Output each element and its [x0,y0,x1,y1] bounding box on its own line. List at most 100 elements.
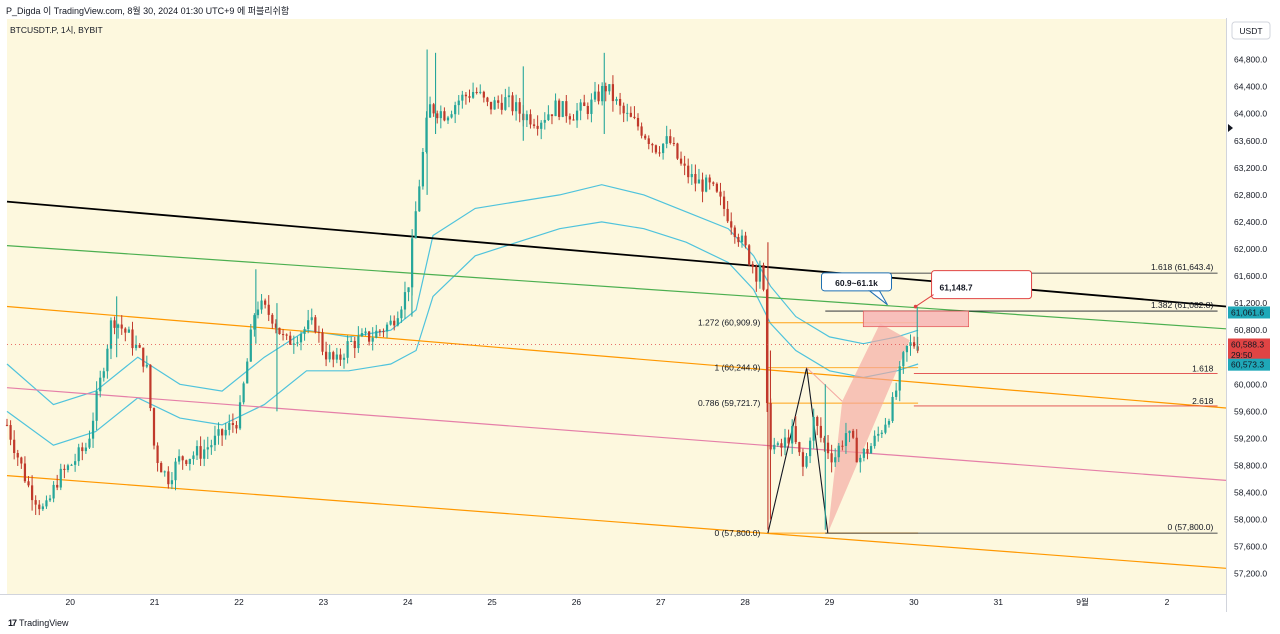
candle [780,438,783,457]
candle-body [246,361,249,384]
candle [712,181,715,187]
candle-body [697,179,701,184]
candle [647,135,650,150]
candle-body [816,416,819,426]
candle [16,449,19,466]
candle [844,422,848,454]
candle-body [407,287,410,293]
candle-body [188,458,191,465]
candle [590,93,593,123]
candle [823,435,826,452]
candle-body [389,320,392,325]
price-tag: 60,588.3 [1228,338,1270,351]
chart-area[interactable]: 1.618 (61,643.4) 1.382 (61,082.8) 1.272 (6… [0,18,1280,612]
candle [676,142,679,161]
candle [640,122,643,139]
symbol-label: BTCUSDT.P, 1시, BYBIT [10,25,103,35]
x-tick-label: 31 [993,597,1003,607]
trendline[interactable] [6,475,1227,569]
target-zone-box[interactable] [862,310,970,328]
candle [281,329,285,341]
candle-body [152,408,156,446]
candle-body [758,265,762,282]
candle [504,88,507,111]
candle-body [321,332,324,352]
target-zone-label-box[interactable] [821,272,893,292]
candle-body [102,371,105,378]
candle-body [751,264,754,268]
candle [48,494,52,502]
candle-body [77,447,80,462]
price-tag-box [1228,358,1270,371]
candle [572,114,575,121]
trendline[interactable] [6,387,1227,481]
harmonic-pattern-legs[interactable] [767,367,829,534]
candle-body [142,347,145,367]
harmonic-pattern-layer[interactable] [767,310,970,534]
candle [328,344,331,363]
y-tick-label: 58,800.0 [1234,460,1267,470]
candle [758,260,762,289]
candle [142,347,145,373]
candle [149,364,152,412]
y-tick-label: 59,600.0 [1234,406,1267,416]
candle-body [278,327,281,335]
candle [307,309,310,334]
candle [626,103,629,122]
candle [389,315,392,326]
candle [131,321,134,356]
tradingview-logo: 17 TradingView [8,618,69,628]
candle [181,455,184,470]
candle-body [504,97,507,110]
candle-body [88,438,91,448]
candle-body [669,136,672,143]
candle-body [511,95,514,112]
candle [547,105,550,121]
candle [407,287,410,302]
fib-levels-layer[interactable]: 1.618 (61,643.4) 1.382 (61,082.8) 1.272 (6… [698,262,1218,538]
candle [203,439,206,467]
currency-button[interactable]: USDT [1231,21,1271,40]
annotations-layer[interactable]: 60.9~61.1k 61,148.7 [7,270,1226,345]
candle-body [647,138,650,144]
candle-body [601,85,604,102]
candle [66,463,70,473]
y-tick-label: 57,600.0 [1234,542,1267,552]
candle [540,120,543,140]
candle-body [396,318,399,326]
trendline[interactable] [6,245,1227,330]
plot-background [7,19,1226,594]
harmonic-pattern-fill[interactable] [827,323,910,534]
candle-body [117,324,120,328]
candle [235,420,238,434]
currency-button-frame[interactable] [1231,21,1271,40]
candle [432,102,435,117]
candle [188,458,191,471]
candle-body [475,91,478,93]
chart-canvas[interactable]: 1.618 (61,643.4) 1.382 (61,082.8) 1.272 (6… [0,18,1280,612]
candle-body [615,98,618,102]
candle-body [368,331,371,342]
candle [518,98,521,123]
candle-body [13,439,16,453]
price-callout-box[interactable] [931,270,1033,300]
target-zone-label[interactable]: 60.9~61.1k [821,272,893,306]
candle-body [131,329,134,349]
price-callout[interactable]: 61,148.7 [913,270,1033,309]
trendline[interactable] [6,305,1227,409]
candle [242,381,245,405]
candle [669,129,672,145]
candle [342,353,346,369]
candle-body [812,416,815,441]
candle [134,335,138,351]
fib-level-label: 0 (57,800.0) [714,528,760,538]
candle [30,475,34,511]
candle-body [364,331,367,334]
candle-body [106,348,109,372]
candle [690,164,693,185]
price-callout-text: 61,148.7 [940,283,973,293]
candle [730,212,733,235]
trendlines-layer[interactable] [6,200,1227,569]
candle [744,231,747,249]
candle [658,146,661,157]
